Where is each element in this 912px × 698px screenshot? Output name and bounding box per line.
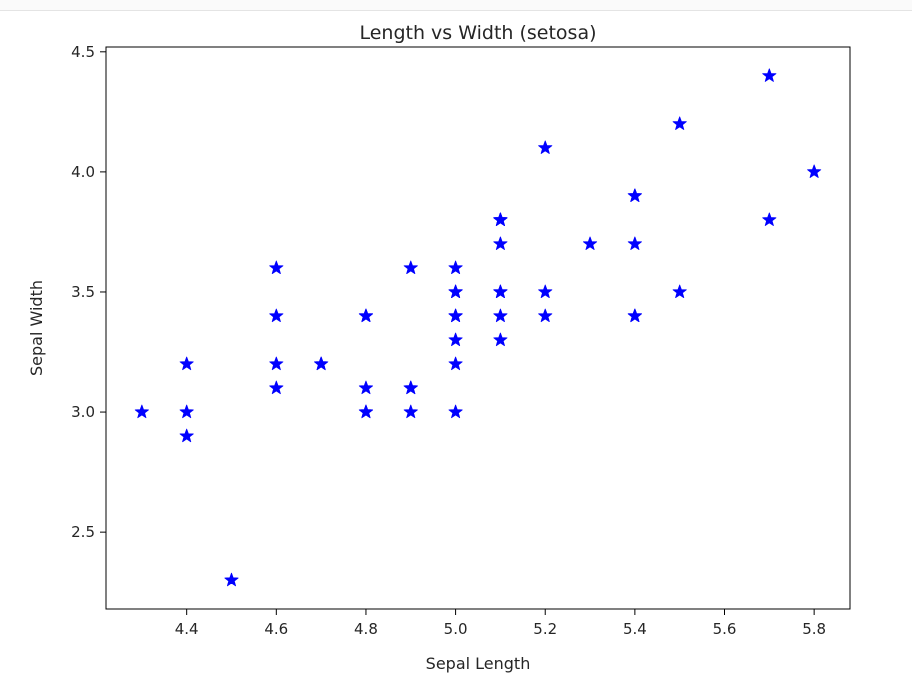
y-tick-label: 4.5 — [71, 43, 95, 61]
x-tick-label: 5.2 — [533, 620, 557, 638]
scatter-point — [762, 68, 777, 82]
x-axis-label: Sepal Length — [426, 654, 531, 673]
y-tick-label: 4.0 — [71, 163, 95, 181]
x-tick-label: 5.6 — [713, 620, 737, 638]
scatter-point — [672, 284, 687, 299]
scatter-point — [269, 308, 284, 323]
x-tick-label: 4.6 — [264, 620, 288, 638]
scatter-point — [493, 212, 508, 226]
scatter-point — [627, 308, 642, 323]
plot-frame — [105, 46, 851, 610]
scatter-point — [582, 236, 598, 250]
scatter-point — [358, 404, 374, 419]
scatter-point — [358, 380, 374, 395]
scatter-point — [538, 140, 553, 154]
scatter-point — [179, 404, 194, 419]
scatter-point — [403, 404, 418, 419]
scatter-point — [627, 236, 642, 250]
scatter-point — [448, 404, 463, 419]
top-divider — [0, 0, 912, 11]
scatter-point — [493, 308, 508, 323]
scatter-point — [448, 260, 463, 275]
scatter-point — [493, 236, 508, 250]
scatter-point — [403, 380, 418, 395]
points-layer — [134, 68, 822, 587]
scatter-point — [314, 356, 329, 371]
x-tick-label: 4.4 — [175, 620, 199, 638]
scatter-point — [179, 356, 194, 371]
scatter-point — [403, 260, 418, 275]
scatter-point — [269, 380, 284, 395]
scatter-point — [134, 404, 149, 419]
scatter-point — [224, 572, 239, 587]
y-axis: 2.5 3.0 3.5 4.0 4.5 — [71, 43, 106, 541]
y-tick-label: 3.0 — [71, 403, 95, 421]
x-tick-label: 4.8 — [354, 620, 378, 638]
scatter-point — [448, 284, 463, 299]
scatter-point — [627, 188, 642, 202]
scatter-point — [762, 212, 777, 226]
scatter-point — [672, 116, 687, 130]
scatter-point — [269, 260, 284, 275]
scatter-point — [538, 284, 553, 299]
y-tick-label: 2.5 — [71, 523, 95, 541]
scatter-point — [448, 356, 463, 371]
scatter-point — [269, 356, 284, 371]
chart-title: Length vs Width (setosa) — [359, 22, 596, 44]
x-tick-label: 5.4 — [623, 620, 647, 638]
scatter-point — [538, 308, 553, 323]
scatter-point — [179, 428, 194, 443]
scatter-point — [448, 332, 463, 347]
x-tick-label: 5.0 — [444, 620, 468, 638]
x-axis: 4.4 4.6 4.8 5.0 5.2 5.4 5.6 5.8 — [175, 609, 826, 638]
scatter-point — [493, 332, 508, 347]
scatter-point — [807, 164, 822, 178]
scatter-point — [493, 284, 508, 299]
x-tick-label: 5.8 — [802, 620, 826, 638]
scatter-point — [358, 308, 374, 323]
scatter-point — [448, 308, 463, 323]
y-axis-label: Sepal Width — [27, 280, 46, 376]
y-tick-label: 3.5 — [71, 283, 95, 301]
